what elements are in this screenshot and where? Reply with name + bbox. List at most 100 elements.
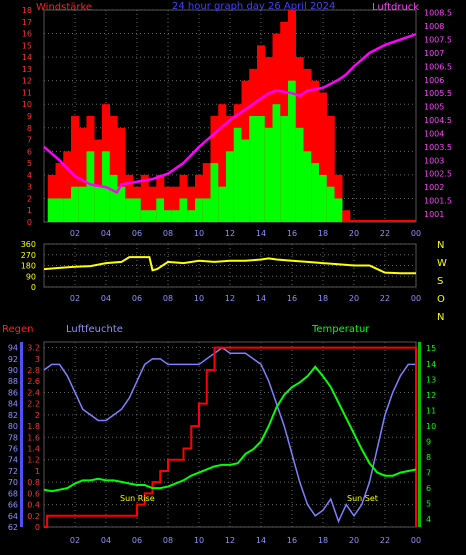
temperature-label: Temperatur xyxy=(311,324,370,335)
wind-avg-bar xyxy=(117,186,126,222)
x-tick-label: 14 xyxy=(256,294,266,303)
wind-avg-bar xyxy=(202,198,211,222)
wind-avg-bar xyxy=(164,210,172,222)
x-tick-label: 14 xyxy=(256,536,266,545)
humidity-tick-label: 68 xyxy=(8,489,18,498)
humidity-tick-label: 62 xyxy=(8,523,18,532)
wind-avg-bar xyxy=(311,163,320,222)
wind-avg-bar xyxy=(71,186,79,222)
x-tick-label: 22 xyxy=(380,294,390,303)
x-tick-label: 04 xyxy=(101,294,111,303)
left-tick-label: 17 xyxy=(22,18,32,27)
wind-gust-bar xyxy=(109,116,118,222)
wind-avg-bar xyxy=(109,174,118,222)
left-tick-label: 7 xyxy=(27,136,32,145)
wind-gust-bar xyxy=(303,68,312,222)
compass-letter: N xyxy=(437,240,444,251)
wind-gust-bar xyxy=(117,127,126,222)
wind-avg-bar xyxy=(78,186,87,222)
rain-tick-label: 2.6 xyxy=(27,377,40,386)
rain-tick-label: 1 xyxy=(35,467,40,476)
wind-avg-bar xyxy=(226,151,234,222)
chart-title: 24 hour graph day 26 April 2024 xyxy=(172,1,335,12)
right-tick-label: 1002.5 xyxy=(424,170,452,179)
x-tick-label: 16 xyxy=(287,229,297,238)
wind-avg-bar xyxy=(94,186,103,222)
left-tick-label: 16 xyxy=(22,30,32,39)
x-tick-label: 16 xyxy=(287,536,297,545)
x-tick-label: 12 xyxy=(225,536,235,545)
x-tick-label: 08 xyxy=(163,294,173,303)
wind-avg-bar xyxy=(195,198,203,222)
wind-avg-bar xyxy=(303,151,312,222)
wind-avg-bar xyxy=(55,198,64,222)
right-tick-label: 1003 xyxy=(424,156,444,165)
compass-letter: O xyxy=(437,294,445,305)
wind-direction-line xyxy=(43,256,416,275)
left-tick-label: 1 xyxy=(27,206,32,215)
x-tick-label: 18 xyxy=(318,536,328,545)
temp-tick-label: 12 xyxy=(426,391,436,400)
left-tick-label: 12 xyxy=(22,77,32,86)
left-tick-label: 18 xyxy=(22,6,32,15)
humidity-tick-label: 78 xyxy=(8,433,18,442)
temp-tick-label: 10 xyxy=(426,422,436,431)
temp-tick-label: 8 xyxy=(426,453,431,462)
x-tick-label: 00 xyxy=(411,294,421,303)
wind-gust-bar xyxy=(164,186,172,222)
x-tick-label: 04 xyxy=(101,536,111,545)
x-tick-label: 22 xyxy=(380,536,390,545)
humidity-tick-label: 76 xyxy=(8,445,18,454)
left-tick-label: 10 xyxy=(22,100,32,109)
humidity-tick-label: 90 xyxy=(8,366,18,375)
wind-avg-bar xyxy=(272,104,281,222)
x-tick-label: 20 xyxy=(349,229,359,238)
rain-line xyxy=(44,346,417,528)
wind-gust-bar xyxy=(63,151,72,222)
x-tick-label: 12 xyxy=(225,294,235,303)
humidity-line xyxy=(43,346,416,524)
temp-tick-label: 11 xyxy=(426,406,436,415)
wind-gust-bar xyxy=(218,104,227,222)
x-tick-label: 06 xyxy=(132,536,142,545)
wind-avg-bar xyxy=(295,127,304,222)
x-tick-label: 10 xyxy=(194,294,204,303)
wind-avg-bar xyxy=(210,163,219,222)
humidity-tick-label: 72 xyxy=(8,467,18,476)
x-tick-label: 18 xyxy=(318,294,328,303)
rain-tick-label: 0.4 xyxy=(27,501,40,510)
wind-gust-bar xyxy=(319,92,327,222)
x-tick-label: 08 xyxy=(163,229,173,238)
wind-avg-bar xyxy=(187,210,196,222)
left-tick-label: 0 xyxy=(27,218,32,227)
right-tick-label: 1007 xyxy=(424,49,444,58)
temp-tick-label: 13 xyxy=(426,375,436,384)
left-tick-label: 4 xyxy=(27,171,32,180)
temp-tick-label: 14 xyxy=(426,360,436,369)
rain-tick-label: 1.8 xyxy=(27,422,40,431)
x-tick-label: 20 xyxy=(349,294,359,303)
x-tick-label: 02 xyxy=(70,294,80,303)
x-tick-label: 10 xyxy=(194,229,204,238)
wind-gust-bar xyxy=(71,116,79,222)
right-tick-label: 1001 xyxy=(424,210,444,219)
wind-gust-bar xyxy=(140,174,149,222)
wind-avg-bar xyxy=(218,186,227,222)
x-tick-label: 00 xyxy=(411,536,421,545)
humidity-axis-bar xyxy=(20,342,23,527)
rain-tick-label: 3.2 xyxy=(27,344,40,353)
right-tick-label: 1005.5 xyxy=(424,89,452,98)
compass-letter: N xyxy=(437,312,444,323)
right-tick-label: 1008 xyxy=(424,22,444,31)
y-tick-label: 270 xyxy=(21,251,36,260)
rain-tick-label: 0.2 xyxy=(27,512,40,521)
left-tick-label: 2 xyxy=(27,194,32,203)
right-tick-label: 1005 xyxy=(424,103,444,112)
x-tick-label: 02 xyxy=(70,229,80,238)
wind-avg-bar xyxy=(241,139,250,222)
wind-avg-bar xyxy=(156,198,165,222)
pressure-line xyxy=(43,32,417,195)
temp-tick-label: 15 xyxy=(426,344,436,353)
humidity-tick-label: 70 xyxy=(8,478,18,487)
x-tick-label: 06 xyxy=(132,229,142,238)
